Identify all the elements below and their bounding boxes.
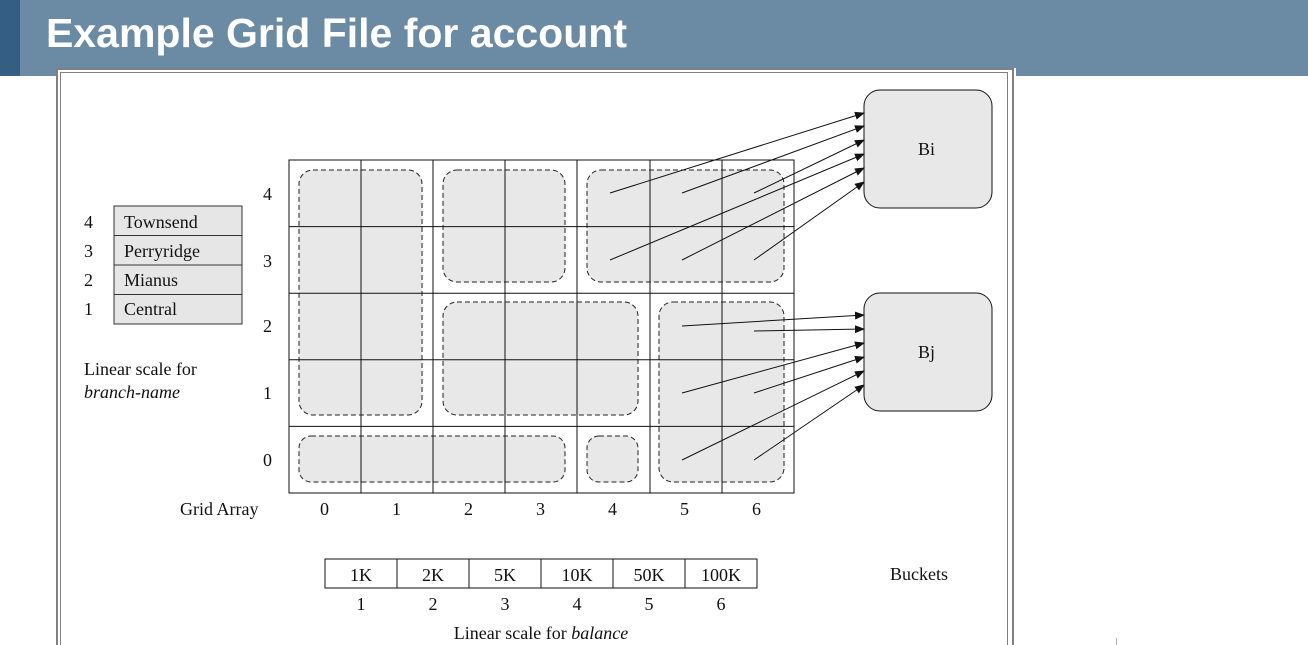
- pointer-arrow: [753, 355, 865, 394]
- grid-col-label: 4: [608, 499, 617, 519]
- branch-name: Perryridge: [124, 241, 200, 261]
- grid-col-label: 2: [464, 499, 473, 519]
- branch-scale-caption: Linear scale for: [84, 359, 197, 379]
- pointer-arrow: [609, 111, 865, 194]
- cell-pointers: [609, 111, 865, 461]
- balance-index: 6: [717, 594, 726, 614]
- branch-name: Central: [124, 299, 177, 319]
- buckets-label: Buckets: [890, 564, 948, 584]
- balance-value: 10K: [562, 565, 593, 585]
- grid-lines: [289, 160, 794, 493]
- grid-region: [586, 169, 785, 283]
- balance-scale-caption: Linear scale for balance: [454, 623, 628, 643]
- branch-index: 1: [84, 299, 93, 319]
- slide-title: Example Grid File for account: [46, 10, 627, 56]
- branch-index: 3: [84, 241, 93, 261]
- pointer-arrow: [609, 153, 865, 261]
- bucket-bj: [863, 292, 993, 412]
- balance-index: 5: [645, 594, 654, 614]
- balance-value: 5K: [494, 565, 516, 585]
- balance-scale: 1K 2K 5K 10K 50K 100K 1 2 3 4 5 6 Linear…: [324, 558, 758, 643]
- branch-scale-caption-term: branch-name: [84, 382, 180, 402]
- branch-name: Mianus: [124, 270, 178, 290]
- grid-row-label: 3: [263, 251, 272, 271]
- grid-row-label: 1: [263, 383, 272, 403]
- divider-tick: [1116, 638, 1117, 645]
- grid-col-label: 5: [680, 499, 689, 519]
- branch-index: 4: [84, 212, 93, 232]
- grid-region: [586, 435, 639, 483]
- grid-col-label: 1: [392, 499, 401, 519]
- pointer-arrow: [681, 311, 865, 327]
- buckets: Bi Bj Buckets: [863, 89, 993, 584]
- grid-col-label: 3: [536, 499, 545, 519]
- pointer-arrow: [681, 125, 865, 194]
- grid-row-label: 4: [263, 184, 272, 204]
- pointer-arrow: [753, 384, 865, 461]
- balance-caption-prefix: Linear scale for: [454, 623, 571, 643]
- balance-index: 3: [501, 594, 510, 614]
- balance-value: 1K: [350, 565, 372, 585]
- balance-index: 2: [429, 594, 438, 614]
- pointer-arrow: [753, 181, 865, 261]
- branch-name-scale: 4 Townsend 3 Perryridge 2 Mianus 1 Centr…: [84, 205, 243, 402]
- bucket-bj-label: Bj: [918, 342, 935, 362]
- grid-file-figure: 4 Townsend 3 Perryridge 2 Mianus 1 Centr…: [56, 68, 1016, 645]
- branch-index: 2: [84, 270, 93, 290]
- slide-title-bar: [0, 0, 1308, 76]
- figure-frame-inner: [60, 72, 1008, 645]
- balance-value: 100K: [701, 565, 741, 585]
- grid-row-label: 2: [263, 316, 272, 336]
- pointer-arrow: [681, 167, 865, 261]
- bucket-bi-label: Bi: [918, 139, 935, 159]
- grid-region: [442, 169, 566, 283]
- pointer-arrow: [681, 370, 865, 461]
- balance-index: 1: [357, 594, 366, 614]
- grid-region: [298, 435, 566, 483]
- grid-col-label: 6: [752, 499, 761, 519]
- branch-name: Townsend: [124, 212, 198, 232]
- grid-region: [442, 301, 639, 416]
- title-accent-strip: [0, 0, 20, 76]
- balance-value: 2K: [422, 565, 444, 585]
- balance-index: 4: [573, 594, 582, 614]
- grid-col-label: 0: [320, 499, 329, 519]
- grid-file-diagram: 4 Townsend 3 Perryridge 2 Mianus 1 Centr…: [84, 89, 993, 643]
- bucket-bi: [863, 89, 993, 209]
- pointer-arrow: [753, 139, 865, 194]
- pointer-arrow: [753, 325, 865, 334]
- pointer-arrow: [681, 341, 865, 394]
- balance-value: 50K: [634, 565, 665, 585]
- grid-array: 4 3 2 1 0 Grid Array 0 1 2 3 4 5 6: [180, 159, 795, 519]
- grid-array-label: Grid Array: [180, 499, 258, 519]
- figure-frame: [56, 68, 1014, 645]
- balance-caption-term: balance: [571, 623, 628, 643]
- grid-row-label: 0: [263, 450, 272, 470]
